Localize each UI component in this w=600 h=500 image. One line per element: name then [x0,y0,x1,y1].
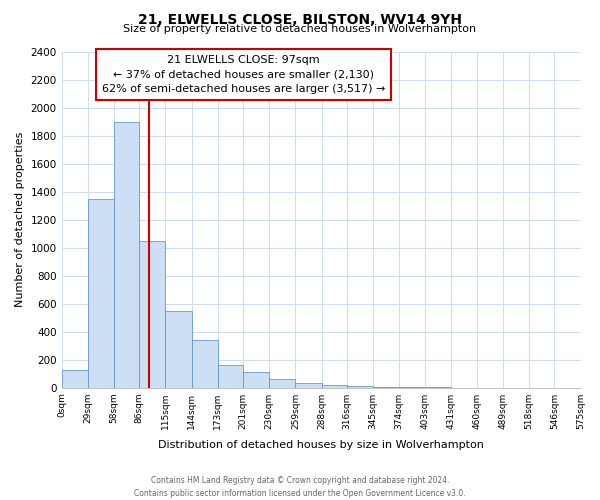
Bar [243,372,269,388]
Bar [269,379,295,388]
Text: 21 ELWELLS CLOSE: 97sqm
← 37% of detached houses are smaller (2,130)
62% of semi: 21 ELWELLS CLOSE: 97sqm ← 37% of detache… [101,55,385,94]
Text: 21, ELWELLS CLOSE, BILSTON, WV14 9YH: 21, ELWELLS CLOSE, BILSTON, WV14 9YH [138,12,462,26]
Bar [373,387,399,388]
Bar [322,385,347,388]
Bar [88,198,114,388]
Text: Size of property relative to detached houses in Wolverhampton: Size of property relative to detached ho… [124,24,476,34]
Bar [295,384,322,388]
Bar [114,122,139,388]
Bar [166,310,191,388]
Bar [191,340,218,388]
Bar [347,386,373,388]
Text: Contains HM Land Registry data © Crown copyright and database right 2024.
Contai: Contains HM Land Registry data © Crown c… [134,476,466,498]
X-axis label: Distribution of detached houses by size in Wolverhampton: Distribution of detached houses by size … [158,440,484,450]
Bar [218,365,243,388]
Bar [62,370,88,388]
Bar [139,240,166,388]
Y-axis label: Number of detached properties: Number of detached properties [15,132,25,308]
